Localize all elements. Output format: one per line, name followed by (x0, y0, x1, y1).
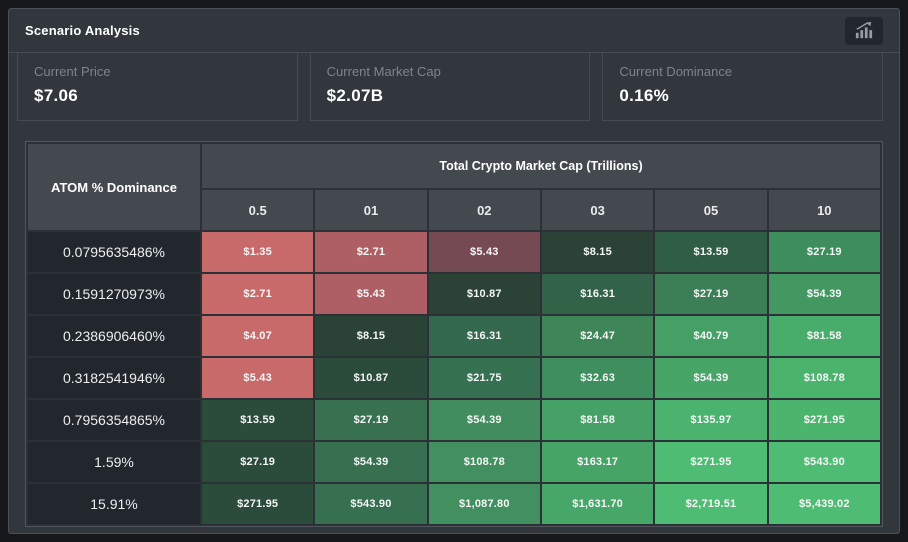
price-cell: $5.43 (428, 231, 541, 273)
stat-label: Current Dominance (619, 64, 866, 79)
column-header: 03 (541, 189, 654, 231)
price-cell: $108.78 (428, 441, 541, 483)
price-cell: $27.19 (768, 231, 881, 273)
price-cell: $5.43 (201, 357, 314, 399)
column-header: 01 (314, 189, 427, 231)
panel-header: Scenario Analysis (9, 9, 899, 53)
price-cell: $13.59 (201, 399, 314, 441)
price-cell: $1,631.70 (541, 483, 654, 525)
price-cell: $16.31 (541, 273, 654, 315)
price-cell: $81.58 (541, 399, 654, 441)
table-row: 0.1591270973%$2.71$5.43$10.87$16.31$27.1… (27, 273, 881, 315)
price-cell: $8.15 (314, 315, 427, 357)
price-cell: $10.87 (314, 357, 427, 399)
price-cell: $2,719.51 (654, 483, 767, 525)
dominance-column-header: ATOM % Dominance (27, 143, 201, 231)
price-cell: $271.95 (201, 483, 314, 525)
scenario-table-container: ATOM % Dominance Total Crypto Market Cap… (25, 141, 883, 527)
scenario-table-body: 0.0795635486%$1.35$2.71$5.43$8.15$13.59$… (27, 231, 881, 525)
scenario-analysis-panel: Scenario Analysis Current Price $7.06 Cu… (8, 8, 900, 534)
table-group-header-row: ATOM % Dominance Total Crypto Market Cap… (27, 143, 881, 189)
stat-label: Current Price (34, 64, 281, 79)
panel-title: Scenario Analysis (25, 23, 140, 38)
price-cell: $163.17 (541, 441, 654, 483)
bar-chart-trend-icon (853, 22, 875, 40)
price-cell: $5,439.02 (768, 483, 881, 525)
stat-value: 0.16% (619, 86, 866, 106)
price-cell: $2.71 (314, 231, 427, 273)
column-header: 02 (428, 189, 541, 231)
price-cell: $135.97 (654, 399, 767, 441)
column-header: 0.5 (201, 189, 314, 231)
price-cell: $54.39 (314, 441, 427, 483)
column-header: 05 (654, 189, 767, 231)
price-cell: $108.78 (768, 357, 881, 399)
price-cell: $54.39 (428, 399, 541, 441)
dominance-cell: 1.59% (27, 441, 201, 483)
price-cell: $4.07 (201, 315, 314, 357)
stat-card-current-market-cap: Current Market Cap $2.07B (310, 53, 591, 121)
price-cell: $543.90 (314, 483, 427, 525)
price-cell: $16.31 (428, 315, 541, 357)
price-cell: $32.63 (541, 357, 654, 399)
price-cell: $27.19 (654, 273, 767, 315)
table-row: 15.91%$271.95$543.90$1,087.80$1,631.70$2… (27, 483, 881, 525)
price-cell: $81.58 (768, 315, 881, 357)
dominance-cell: 0.0795635486% (27, 231, 201, 273)
dominance-cell: 0.1591270973% (27, 273, 201, 315)
price-cell: $27.19 (201, 441, 314, 483)
chart-view-button[interactable] (845, 17, 883, 45)
table-row: 0.7956354865%$13.59$27.19$54.39$81.58$13… (27, 399, 881, 441)
price-cell: $2.71 (201, 273, 314, 315)
dominance-cell: 0.7956354865% (27, 399, 201, 441)
column-header: 10 (768, 189, 881, 231)
price-cell: $8.15 (541, 231, 654, 273)
table-row: 0.3182541946%$5.43$10.87$21.75$32.63$54.… (27, 357, 881, 399)
dominance-cell: 0.3182541946% (27, 357, 201, 399)
price-cell: $1,087.80 (428, 483, 541, 525)
price-cell: $27.19 (314, 399, 427, 441)
price-cell: $13.59 (654, 231, 767, 273)
dominance-cell: 15.91% (27, 483, 201, 525)
price-cell: $5.43 (314, 273, 427, 315)
price-cell: $54.39 (768, 273, 881, 315)
price-cell: $54.39 (654, 357, 767, 399)
stat-value: $7.06 (34, 86, 281, 106)
price-cell: $24.47 (541, 315, 654, 357)
price-cell: $271.95 (768, 399, 881, 441)
price-cell: $1.35 (201, 231, 314, 273)
price-cell: $543.90 (768, 441, 881, 483)
table-row: 1.59%$27.19$54.39$108.78$163.17$271.95$5… (27, 441, 881, 483)
price-cell: $21.75 (428, 357, 541, 399)
stats-row: Current Price $7.06 Current Market Cap $… (9, 53, 899, 121)
market-cap-group-header: Total Crypto Market Cap (Trillions) (201, 143, 881, 189)
price-cell: $40.79 (654, 315, 767, 357)
price-cell: $10.87 (428, 273, 541, 315)
scenario-table: ATOM % Dominance Total Crypto Market Cap… (26, 142, 882, 526)
stat-label: Current Market Cap (327, 64, 574, 79)
stat-card-current-price: Current Price $7.06 (17, 53, 298, 121)
table-row: 0.2386906460%$4.07$8.15$16.31$24.47$40.7… (27, 315, 881, 357)
stat-card-current-dominance: Current Dominance 0.16% (602, 53, 883, 121)
dominance-cell: 0.2386906460% (27, 315, 201, 357)
stat-value: $2.07B (327, 86, 574, 106)
table-row: 0.0795635486%$1.35$2.71$5.43$8.15$13.59$… (27, 231, 881, 273)
price-cell: $271.95 (654, 441, 767, 483)
